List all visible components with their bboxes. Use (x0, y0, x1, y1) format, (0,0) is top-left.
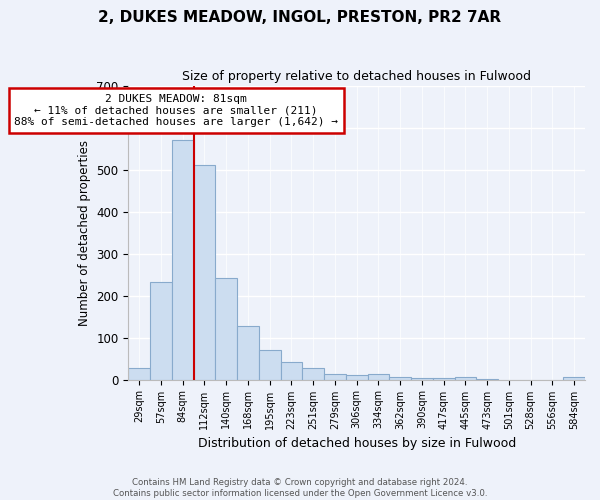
Bar (324, 374, 346, 380)
Bar (215, 278, 237, 380)
Bar (172, 140, 194, 380)
Y-axis label: Number of detached properties: Number of detached properties (78, 140, 91, 326)
Bar (128, 368, 150, 380)
Bar (455, 378, 476, 380)
Text: 2 DUKES MEADOW: 81sqm
← 11% of detached houses are smaller (211)
88% of semi-det: 2 DUKES MEADOW: 81sqm ← 11% of detached … (14, 94, 338, 127)
Bar (563, 378, 585, 380)
X-axis label: Distribution of detached houses by size in Fulwood: Distribution of detached houses by size … (197, 437, 516, 450)
Bar (259, 350, 281, 380)
Bar (433, 378, 455, 380)
Bar (368, 374, 389, 380)
Bar (411, 378, 433, 380)
Bar (476, 378, 498, 380)
Bar (346, 376, 368, 380)
Bar (302, 368, 324, 380)
Bar (237, 326, 259, 380)
Bar (150, 282, 172, 380)
Bar (389, 378, 411, 380)
Text: Contains HM Land Registry data © Crown copyright and database right 2024.
Contai: Contains HM Land Registry data © Crown c… (113, 478, 487, 498)
Title: Size of property relative to detached houses in Fulwood: Size of property relative to detached ho… (182, 70, 531, 83)
Text: 2, DUKES MEADOW, INGOL, PRESTON, PR2 7AR: 2, DUKES MEADOW, INGOL, PRESTON, PR2 7AR (98, 10, 502, 25)
Bar (194, 166, 215, 380)
Bar (281, 362, 302, 380)
